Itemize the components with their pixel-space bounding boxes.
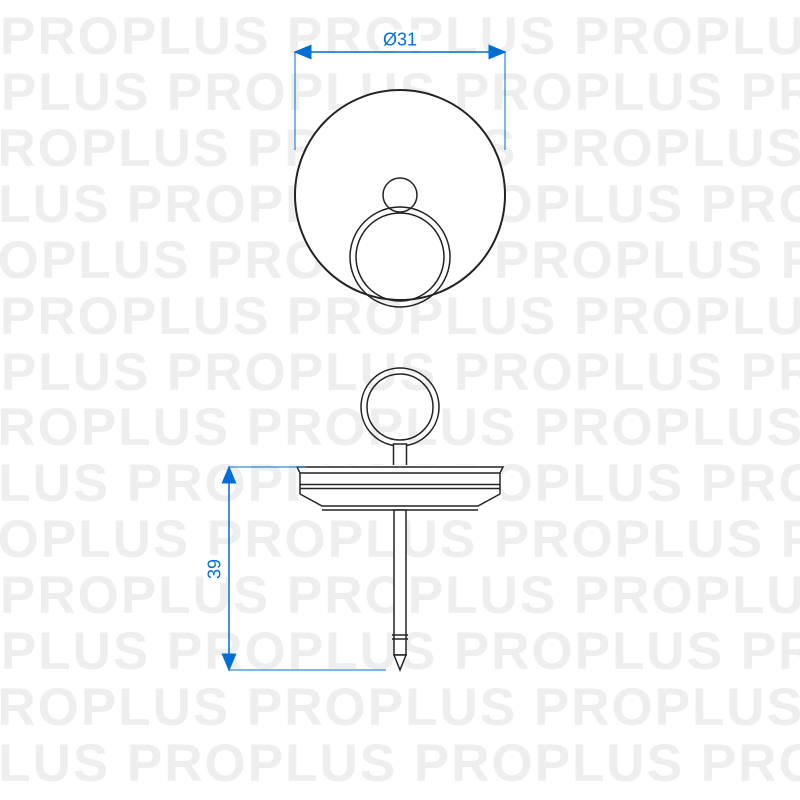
technical-drawing bbox=[0, 0, 800, 800]
dim-diameter-label: Ø31 bbox=[379, 30, 421, 51]
dim-height-label: 39 bbox=[205, 554, 226, 582]
